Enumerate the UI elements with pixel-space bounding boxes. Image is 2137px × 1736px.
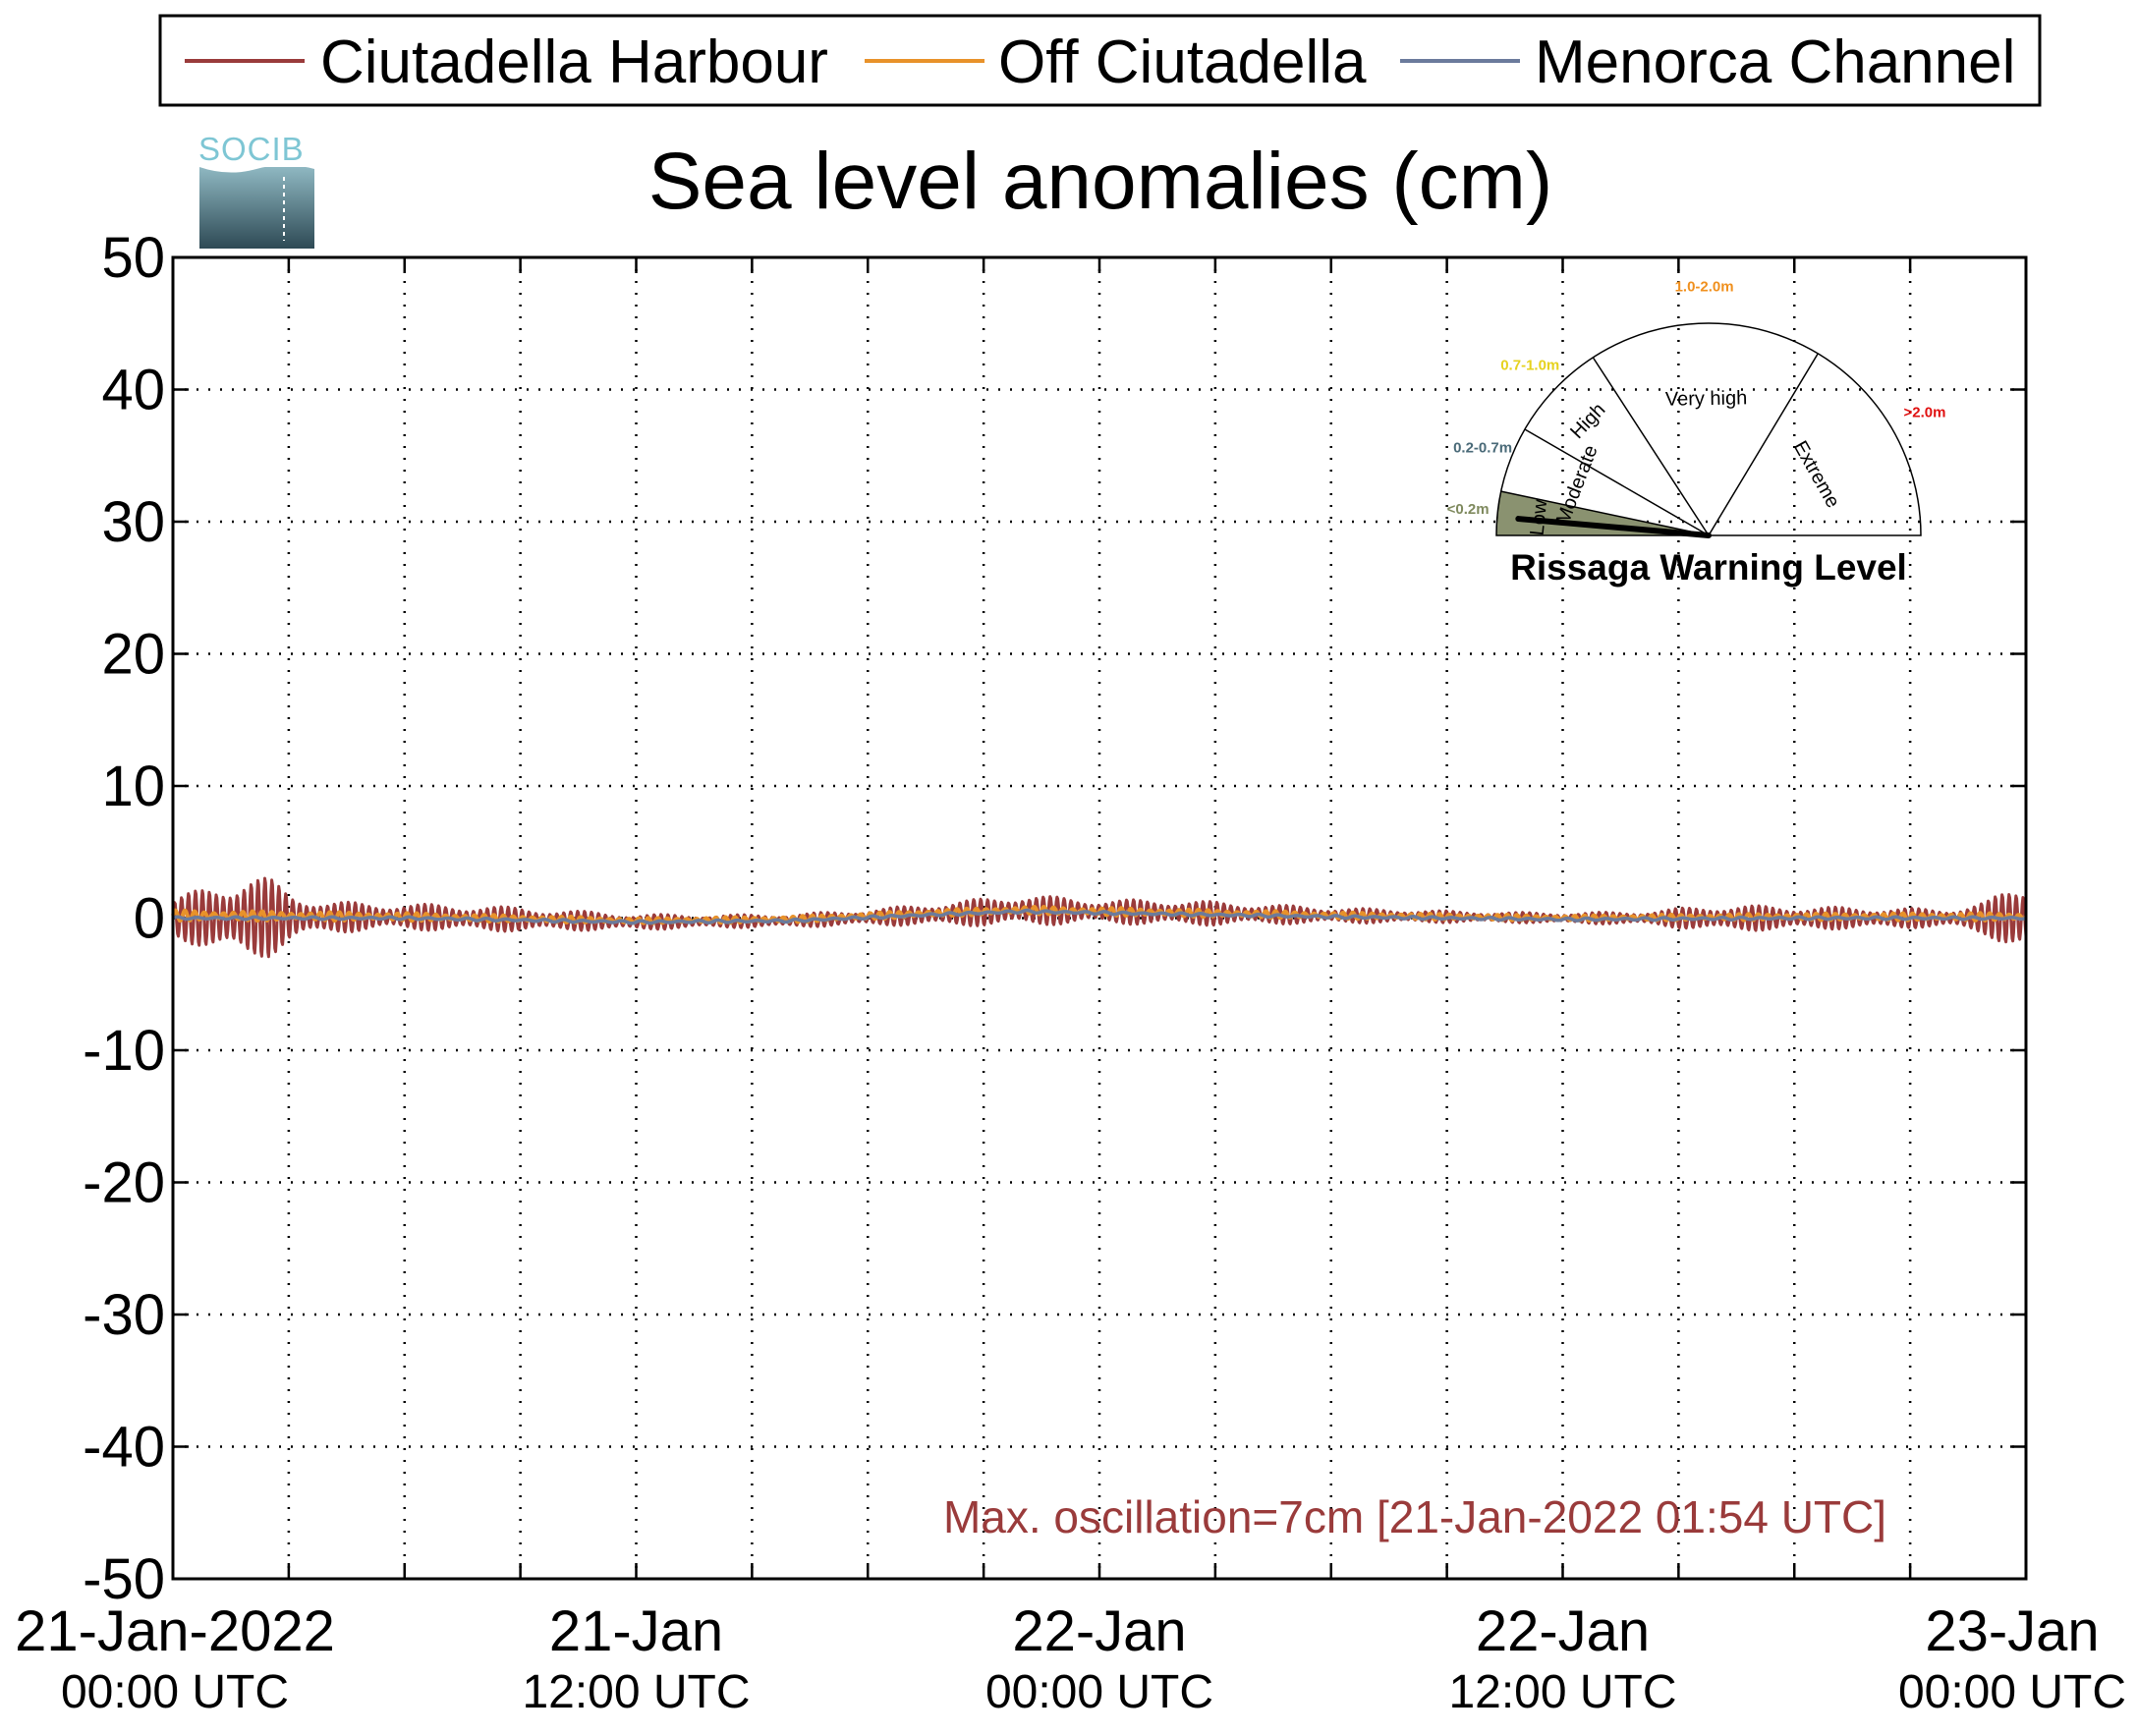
gauge-outline — [1495, 322, 1922, 536]
x-tick-date-label: 21-Jan-2022 — [15, 1599, 335, 1663]
chart-title: Sea level anomalies (cm) — [648, 137, 1553, 226]
gauge-title: Rissaga Warning Level — [1510, 547, 1907, 588]
logo-text: SOCIB — [198, 131, 305, 167]
legend-label-ciutadella-harbour: Ciutadella Harbour — [320, 28, 828, 96]
x-tick-date-label: 22-Jan — [1012, 1599, 1186, 1663]
logo-wave-block — [199, 167, 314, 249]
gauge-range-very-high: 1.0-2.0m — [1675, 278, 1734, 295]
y-tick-label: 10 — [101, 755, 165, 818]
gauge-range-high: 0.7-1.0m — [1500, 357, 1559, 373]
x-tick-time-label: 00:00 UTC — [985, 1666, 1213, 1718]
series-layer — [171, 876, 2028, 959]
socib-logo: SOCIB — [198, 131, 314, 249]
logo-wave-crest — [199, 165, 314, 173]
x-tick-time-label: 12:00 UTC — [522, 1666, 750, 1718]
axis-ticks — [173, 255, 2026, 1581]
y-tick-label: -10 — [83, 1019, 165, 1083]
gauge-range-extreme: >2.0m — [1903, 405, 1945, 421]
y-tick-label: 40 — [101, 359, 165, 422]
x-tick-time-label: 00:00 UTC — [1898, 1666, 2126, 1718]
y-tick-label: 0 — [134, 887, 165, 951]
gauge-range-low: <0.2m — [1447, 501, 1490, 518]
legend-label-menorca-channel: Menorca Channel — [1535, 28, 2015, 96]
legend: Ciutadella Harbour Off Ciutadella Menorc… — [158, 14, 2042, 107]
gauge-divider-high-veryhigh — [1592, 357, 1710, 536]
x-tick-time-label: 00:00 UTC — [61, 1666, 289, 1718]
gauge-divider-moderate-high — [1524, 428, 1710, 536]
x-tick-date-label: 23-Jan — [1925, 1599, 2099, 1663]
gauge-divider-low-moderate — [1500, 490, 1710, 536]
gauge-divider-veryhigh-extreme — [1708, 353, 1819, 536]
y-axis-labels: 50 40 30 20 10 0 -10 -20 -30 -40 -50 — [83, 226, 165, 1611]
plot-frame — [171, 255, 2028, 1581]
gauge-range-moderate: 0.2-0.7m — [1453, 440, 1512, 457]
gauge-needle — [1515, 516, 1712, 538]
legend-box — [158, 14, 2042, 107]
y-tick-label: 20 — [101, 623, 165, 687]
x-tick-time-label: 12:00 UTC — [1448, 1666, 1676, 1718]
max-oscillation-annotation: Max. oscillation=7cm [21-Jan-2022 01:54 … — [943, 1491, 1886, 1542]
y-tick-label: 30 — [101, 490, 165, 554]
series-line-menorca-channel — [172, 908, 2027, 925]
rissaga-warning-gauge: Low Moderate High Very high Extreme <0.2… — [1447, 278, 1946, 588]
legend-label-off-ciutadella: Off Ciutadella — [998, 28, 1367, 96]
y-tick-label: 50 — [101, 226, 165, 290]
y-tick-label: -30 — [83, 1283, 165, 1347]
x-tick-date-label: 21-Jan — [549, 1599, 723, 1663]
y-tick-label: -40 — [83, 1416, 165, 1480]
y-tick-label: -50 — [83, 1547, 165, 1611]
y-tick-label: -20 — [83, 1151, 165, 1215]
gauge-label-very-high: Very high — [1665, 387, 1748, 410]
x-tick-date-label: 22-Jan — [1476, 1599, 1650, 1663]
